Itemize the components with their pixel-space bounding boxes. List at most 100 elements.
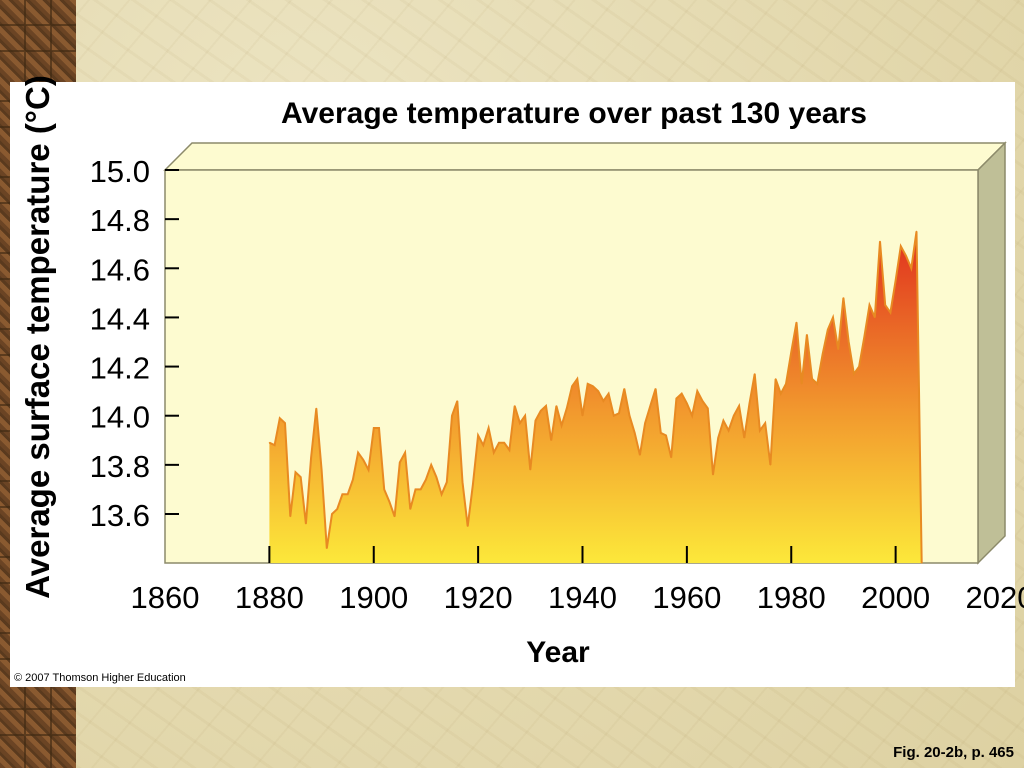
data-point-1970 (738, 405, 740, 407)
data-point-1908 (414, 488, 417, 490)
data-point-1971 (743, 437, 745, 439)
data-point-2004 (915, 230, 918, 232)
data-point-1897 (357, 452, 359, 454)
temperature-line (268, 231, 923, 564)
x-tick-label-2000: 2000 (861, 580, 930, 615)
data-point-1972 (748, 402, 751, 404)
data-point-1919 (472, 483, 474, 486)
data-point-1906 (404, 452, 406, 454)
data-point-1975 (764, 422, 766, 424)
data-point-1925 (503, 442, 505, 444)
y-tick-label-15.0: 15.0 (90, 154, 150, 189)
data-point-1930 (529, 469, 531, 471)
data-point-1969 (733, 415, 735, 417)
data-point-1954 (655, 388, 657, 390)
data-point-1991 (848, 341, 850, 343)
data-point-1935 (555, 405, 558, 407)
data-point-1953 (649, 405, 651, 407)
data-point-1962 (696, 390, 698, 392)
data-point-1944 (602, 400, 605, 402)
data-point-1981 (795, 321, 798, 323)
data-point-1887 (305, 523, 307, 525)
data-point-1915 (451, 415, 453, 417)
data-point-2002 (905, 255, 907, 257)
data-point-1893 (336, 508, 338, 510)
plot-box-top (163, 142, 1007, 171)
data-point-1941 (587, 383, 589, 385)
figure-reference: Fig. 20-2b, p. 465 (893, 744, 1014, 761)
data-point-1961 (691, 415, 693, 417)
data-point-1892 (331, 513, 333, 515)
data-point-1990 (842, 297, 845, 299)
data-point-2005 (921, 562, 923, 564)
data-point-1940 (581, 415, 584, 417)
data-point-1914 (446, 481, 448, 483)
data-point-1895 (347, 493, 349, 495)
data-point-1936 (561, 424, 563, 427)
data-point-1910 (425, 479, 427, 481)
data-point-1980 (790, 351, 792, 353)
data-point-1939 (576, 378, 578, 380)
data-point-1920 (477, 434, 479, 436)
data-point-1881 (274, 444, 276, 446)
data-point-1917 (461, 481, 464, 483)
data-point-1963 (701, 400, 704, 402)
data-point-1965 (712, 474, 714, 476)
data-point-1978 (780, 393, 782, 395)
data-point-1926 (508, 449, 510, 451)
data-point-1904 (394, 515, 396, 518)
data-point-1982 (801, 383, 803, 385)
data-point-1909 (420, 488, 422, 490)
data-point-1883 (284, 422, 286, 424)
data-point-1913 (441, 493, 443, 495)
data-point-1933 (545, 405, 547, 407)
data-point-1923 (493, 452, 495, 454)
data-point-1934 (550, 439, 552, 441)
data-point-1918 (467, 525, 469, 527)
data-point-1956 (665, 434, 667, 436)
x-tick-label-1880: 1880 (235, 580, 304, 615)
y-tick-label-14.8: 14.8 (90, 203, 150, 238)
data-point-1974 (759, 429, 761, 432)
data-point-1899 (367, 469, 370, 471)
data-point-1928 (519, 422, 521, 424)
data-point-1903 (388, 501, 390, 503)
data-point-1947 (618, 412, 620, 414)
y-tick-label-14.0: 14.0 (90, 400, 150, 435)
y-tick-label-13.8: 13.8 (90, 449, 150, 484)
x-tick-label-1940: 1940 (548, 580, 617, 615)
data-point-1945 (608, 393, 610, 395)
data-point-2003 (910, 267, 912, 269)
data-point-1950 (634, 432, 636, 434)
data-point-1889 (315, 407, 317, 409)
data-point-1995 (868, 304, 871, 306)
x-tick-label-1980: 1980 (757, 580, 826, 615)
data-point-1999 (889, 311, 892, 314)
chart-title: Average temperature over past 130 years (281, 97, 867, 130)
data-point-1898 (362, 459, 364, 461)
data-point-2001 (900, 245, 902, 247)
data-point-1927 (514, 405, 516, 407)
data-point-1938 (571, 385, 573, 387)
data-point-1958 (675, 397, 678, 400)
data-point-1949 (628, 415, 631, 417)
data-point-1882 (279, 417, 281, 419)
data-point-1968 (728, 429, 730, 432)
data-point-1988 (832, 316, 834, 318)
plot-box-side (977, 141, 1006, 565)
data-point-1921 (482, 444, 484, 446)
y-tick-label-14.4: 14.4 (90, 301, 150, 336)
y-tick-label-13.6: 13.6 (90, 498, 150, 533)
data-point-1891 (326, 547, 328, 550)
data-point-1998 (884, 304, 886, 306)
data-point-1967 (722, 420, 725, 422)
data-point-1964 (707, 407, 709, 409)
data-point-1986 (822, 353, 824, 355)
data-point-1996 (874, 316, 876, 318)
data-point-1983 (806, 334, 808, 336)
data-point-1931 (534, 420, 537, 422)
data-point-1916 (456, 400, 458, 402)
data-point-1886 (300, 476, 302, 478)
x-axis-title: Year (526, 636, 590, 669)
data-point-1992 (853, 373, 855, 375)
